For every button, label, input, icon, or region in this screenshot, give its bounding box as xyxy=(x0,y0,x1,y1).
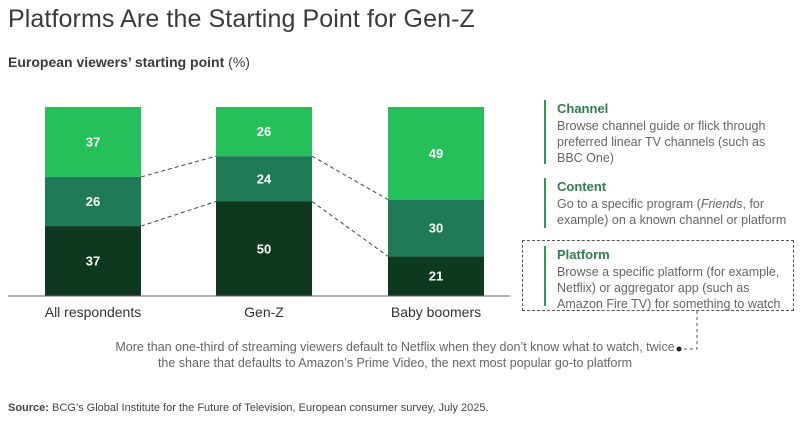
legend-content-bar xyxy=(544,178,546,228)
bar-segment-channel xyxy=(216,107,312,157)
data-label: 24 xyxy=(257,171,272,186)
callout-note: More than one-third of streaming viewers… xyxy=(115,340,675,370)
legend-channel-desc: Browse channel guide or flick through pr… xyxy=(557,119,766,165)
chart-title: Platforms Are the Starting Point for Gen… xyxy=(8,5,475,33)
legend-channel-title: Channel xyxy=(557,101,609,116)
source-label: Source: xyxy=(8,402,49,414)
platform-highlight-box xyxy=(522,240,794,311)
segment-connector-line xyxy=(311,155,389,201)
bar-segment-platform xyxy=(388,256,484,296)
legend-content-desc: Go to a specific program (Friends, for e… xyxy=(557,196,797,228)
bar-segment-content xyxy=(45,176,141,227)
bar-segment-content xyxy=(216,156,312,202)
segment-connector-line xyxy=(311,201,389,257)
category-label: Baby boomers xyxy=(391,304,481,320)
stacked-bar-chart: 37 26 37 All respondents 50 24 26 Gen-Z 21 30 49 Ba… xyxy=(8,107,510,320)
data-label: 26 xyxy=(86,194,100,209)
data-label: 26 xyxy=(257,124,271,139)
legend-content: Content Go to a specific program (Friend… xyxy=(557,179,797,228)
segment-connector-line xyxy=(140,155,217,178)
chart-subtitle: European viewers’ starting point (%) xyxy=(8,54,250,70)
legend-channel-bar xyxy=(544,100,546,164)
legend-content-desc-post: , for example) on a known channel or pla… xyxy=(557,197,787,227)
source-line: Source: BCG’s Global Institute for the F… xyxy=(8,402,489,414)
category-label: Gen-Z xyxy=(244,304,284,320)
subtitle-text: European viewers’ starting point xyxy=(8,54,225,70)
legend-channel: Channel Browse channel guide or flick th… xyxy=(557,101,792,166)
bar-segment-channel xyxy=(45,107,141,177)
legend-content-desc-pre: Go to a specific program ( xyxy=(557,197,701,211)
legend-content-title: Content xyxy=(557,179,607,194)
legend-platform: Platform Browse a specific platform (for… xyxy=(557,247,789,312)
legend-platform-bar xyxy=(544,246,546,306)
category-label: All respondents xyxy=(45,304,142,320)
bar-segment-platform xyxy=(216,201,312,296)
source-text: BCG’s Global Institute for the Future of… xyxy=(52,402,489,414)
data-label: 50 xyxy=(257,241,271,256)
legend-platform-desc: Browse a specific platform (for example,… xyxy=(557,265,781,311)
data-label: 37 xyxy=(86,134,100,149)
bar-segment-platform xyxy=(45,226,141,296)
data-label: 49 xyxy=(429,146,443,161)
legend-platform-title: Platform xyxy=(557,247,610,262)
bar-segment-channel xyxy=(388,107,484,200)
data-label: 37 xyxy=(86,254,100,269)
subtitle-unit: (%) xyxy=(228,54,250,70)
segment-connector-line xyxy=(140,201,217,227)
legend-content-desc-italic: Friends xyxy=(700,197,743,211)
data-label: 21 xyxy=(429,269,443,284)
bar-segment-content xyxy=(388,199,484,257)
data-label: 30 xyxy=(429,220,443,235)
